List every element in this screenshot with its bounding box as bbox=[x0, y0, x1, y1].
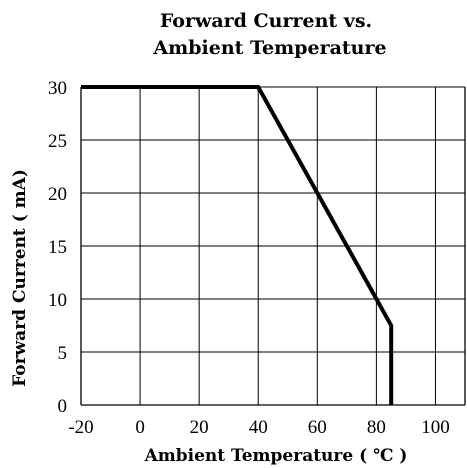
x-tick-label: 40 bbox=[249, 417, 268, 438]
chart-title-line-2: Ambient Temperature bbox=[152, 37, 386, 59]
y-tick-label: 25 bbox=[48, 131, 67, 152]
x-tick-labels: -20 0 20 40 60 80 100 bbox=[68, 417, 449, 438]
x-tick-label: 80 bbox=[367, 417, 386, 438]
chart-title-line-1: Forward Current vs. bbox=[160, 10, 372, 32]
x-tick-label: -20 bbox=[68, 417, 93, 438]
y-axis-title: Forward Current ( mA) bbox=[10, 169, 30, 387]
x-axis-title: Ambient Temperature ( ℃ ) bbox=[144, 446, 408, 466]
series-line bbox=[81, 85, 394, 405]
x-tick-label: 0 bbox=[135, 417, 145, 438]
x-tick-label: 100 bbox=[421, 417, 450, 438]
series-lines bbox=[81, 85, 394, 405]
grid-lines bbox=[80, 86, 465, 406]
y-tick-label: 5 bbox=[58, 343, 68, 364]
x-tick-label: 60 bbox=[308, 417, 327, 438]
y-tick-label: 20 bbox=[48, 184, 67, 205]
y-tick-label: 10 bbox=[48, 290, 67, 311]
x-tick-label: 20 bbox=[190, 417, 209, 438]
y-tick-labels: 0 5 10 15 20 25 30 bbox=[48, 78, 67, 417]
y-tick-label: 30 bbox=[48, 78, 67, 99]
plot-frame bbox=[80, 87, 466, 406]
y-tick-label: 15 bbox=[48, 237, 67, 258]
y-tick-label: 0 bbox=[58, 396, 68, 417]
